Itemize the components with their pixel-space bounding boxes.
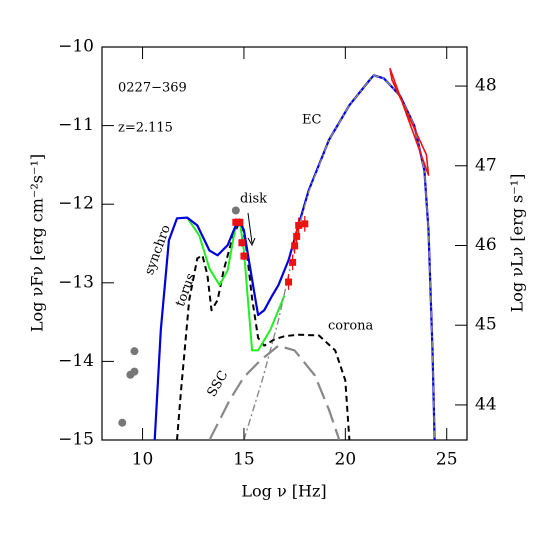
y2-tick-label: 48 (475, 76, 497, 96)
annotation: torus (173, 271, 199, 308)
data-point (301, 220, 309, 228)
model-curve (176, 222, 351, 440)
plot-frame (101, 46, 468, 441)
y2-axis-label: Log νLν [erg s⁻¹] (508, 174, 527, 313)
annotation: 0227−369 (118, 81, 187, 96)
y2-tick-label: 44 (475, 394, 497, 414)
data-point (293, 232, 301, 240)
data-point (130, 367, 139, 376)
model-curve (208, 344, 341, 440)
annotation: corona (328, 319, 374, 334)
data-point (130, 347, 139, 356)
x-tick-label: 20 (335, 450, 357, 470)
data-point (240, 252, 248, 260)
plot-area (118, 67, 436, 440)
annotation: disk (240, 192, 267, 207)
y2-tick-label: 47 (475, 155, 497, 175)
y-axis-label: Log νFν [erg cm⁻²s⁻¹] (28, 154, 47, 332)
model-curve (243, 74, 436, 440)
data-point (118, 418, 127, 427)
data-point (289, 258, 297, 266)
data-point (295, 221, 303, 229)
x-axis-label: Log ν [Hz] (241, 482, 326, 501)
disk-arrow (247, 212, 253, 244)
y-tick-label: −15 (58, 430, 94, 450)
data-point (285, 278, 293, 286)
disk-arrowhead (247, 237, 256, 247)
data-point (291, 242, 299, 250)
data-point (231, 206, 240, 215)
y2-tick-label: 45 (475, 315, 497, 335)
annotation: synchro (142, 223, 174, 277)
y-tick-label: −14 (58, 351, 94, 371)
annotation: EC (302, 113, 321, 128)
x-tick-label: 10 (132, 450, 154, 470)
x-tick-label: 15 (233, 450, 255, 470)
data-point (232, 218, 240, 226)
y2-tick-label: 46 (475, 235, 497, 255)
y-tick-label: −10 (58, 37, 94, 57)
y-tick-label: −13 (58, 272, 94, 292)
model-curve (186, 217, 286, 352)
data-point (236, 218, 244, 226)
x-tick-label: 25 (436, 450, 458, 470)
data-point (238, 239, 246, 247)
model-curve (389, 67, 430, 176)
y-tick-label: −12 (58, 194, 94, 214)
y-tick-label: −11 (58, 115, 94, 135)
annotation: SSC (205, 368, 232, 399)
annotation: z=2.115 (118, 121, 173, 136)
